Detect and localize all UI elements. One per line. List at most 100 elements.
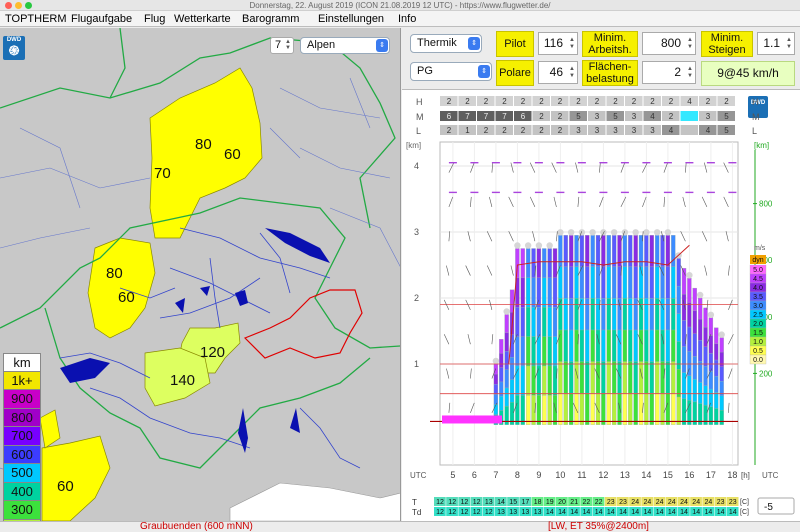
- title-bar: Donnerstag, 22. August 2019 (ICON 21.08.…: [0, 0, 800, 11]
- x-tick-label: 16: [684, 470, 694, 480]
- spinner-arrows-icon[interactable]: ▲ ▼: [687, 66, 693, 79]
- menu-einstellungen[interactable]: Einstellungen: [318, 13, 385, 25]
- emagram-panel[interactable]: DWD H H 2 2 2 2 2 2 2 2 2 2 2 2 2 4 2 2 M M 6 7 7 7 6 2 2 5 3 5 3 4 2 3 5 L L…: [402, 89, 800, 522]
- min-work-height-button[interactable]: Minim. Arbeitsh.: [582, 31, 638, 57]
- day-spinner[interactable]: 7 ▲ ▼: [270, 37, 294, 54]
- thermal-bar: [499, 367, 504, 383]
- min-climb-input[interactable]: 1.1 ▲ ▼: [757, 32, 795, 55]
- glider-select[interactable]: PG ⇕: [410, 62, 492, 81]
- thermal-bar: [509, 379, 515, 403]
- thermal-bar: [649, 361, 654, 394]
- wind-barb: [556, 231, 558, 242]
- climb-legend-label: 4.5: [753, 276, 763, 283]
- cloud-cell: [551, 125, 569, 135]
- thermal-bar: [692, 287, 697, 312]
- cloud-row-label: L: [416, 126, 421, 136]
- thermal-bar: [509, 357, 515, 380]
- min-work-height-input[interactable]: 800 ▲ ▼: [642, 32, 696, 55]
- polar-input[interactable]: 46 ▲ ▼: [538, 61, 578, 84]
- pilot-input[interactable]: 116 ▲ ▼: [538, 32, 578, 55]
- thermal-bar: [611, 392, 617, 425]
- mode-select[interactable]: Thermik ⇕: [410, 34, 482, 53]
- map-panel[interactable]: DWD ֍ 7 ▲ ▼ Alpen ⇕ 80 60 70 80 60 120 14…: [0, 28, 401, 521]
- cloud-base-dot: [610, 229, 618, 236]
- thermal-bar: [526, 395, 531, 425]
- thermal-bar: [601, 329, 606, 362]
- thermal-bar: [547, 248, 552, 279]
- wind-barb: [489, 299, 493, 310]
- cloud-cell-value: 2: [502, 97, 507, 106]
- thermal-bar: [574, 329, 579, 362]
- area-label: 60: [224, 146, 241, 163]
- wind-barb: [513, 334, 518, 345]
- zoom-window-icon[interactable]: [25, 2, 32, 9]
- thermal-bar: [649, 392, 654, 425]
- dewpoint-cell-value: 14: [705, 509, 713, 516]
- dewpoint-cell: [604, 507, 617, 516]
- cloud-base-dot: [632, 229, 639, 236]
- temp-cell: [434, 497, 446, 506]
- thermal-bar: [531, 307, 536, 337]
- thermal-bar: [563, 329, 568, 362]
- dewpoint-cell-value: 12: [485, 509, 493, 516]
- thermal-bar: [628, 392, 633, 425]
- minimize-window-icon[interactable]: [15, 2, 22, 9]
- menu-flugaufgabe[interactable]: Flugaufgabe: [71, 13, 133, 25]
- wind-barb: [658, 299, 665, 311]
- thermal-bar: [601, 235, 606, 268]
- cloud-cell: [606, 111, 624, 121]
- menu-wetterkarte[interactable]: Wetterkarte: [174, 13, 231, 25]
- close-window-icon[interactable]: [5, 2, 12, 9]
- cloud-cell-value: 2: [669, 112, 674, 121]
- spinner-arrows-icon[interactable]: ▲ ▼: [569, 66, 575, 79]
- thermal-bar: [622, 298, 628, 331]
- thermal-bar: [638, 392, 644, 425]
- spinner-arrows-icon[interactable]: ▲ ▼: [786, 37, 792, 50]
- wing-load-button[interactable]: Flächen- belastung: [582, 60, 638, 86]
- wind-barb: [637, 299, 643, 311]
- x-tick-label: 10: [555, 470, 565, 480]
- thermal-bar: [558, 361, 563, 394]
- thermal-bar: [552, 365, 558, 396]
- wing-load-input[interactable]: 2 ▲ ▼: [642, 61, 696, 84]
- wind-barb: [725, 231, 729, 242]
- x-tick-label: 14: [641, 470, 651, 480]
- wind-barb: [575, 368, 579, 379]
- temp-cell-value: 13: [485, 499, 493, 506]
- thermal-bar: [703, 405, 708, 425]
- min-climb-button[interactable]: Minim. Steigen: [701, 31, 753, 57]
- thermal-bar: [547, 336, 552, 367]
- offset-spinner[interactable]: [757, 497, 795, 515]
- temp-cell-value: 23: [607, 499, 615, 506]
- pilot-button[interactable]: Pilot: [496, 31, 534, 57]
- cloud-cell-value: 7: [465, 112, 470, 121]
- polar-label: Polare: [499, 67, 531, 79]
- thermal-bar: [520, 336, 525, 367]
- temp-cell-value: 24: [680, 499, 688, 506]
- menu-info[interactable]: Info: [398, 13, 417, 25]
- window-title: Donnerstag, 22. August 2019 (ICON 21.08.…: [249, 1, 551, 10]
- thermal-bar: [687, 400, 692, 425]
- spinner-arrows-icon[interactable]: ▲ ▼: [285, 39, 291, 51]
- menu-toptherm[interactable]: TOPTHERM: [5, 13, 67, 25]
- spinner-arrows-icon[interactable]: ▲ ▼: [687, 37, 693, 50]
- cloud-cell-value: 2: [613, 97, 618, 106]
- thermal-bar: [590, 298, 595, 331]
- map-canvas[interactable]: [0, 28, 401, 521]
- menu-flug[interactable]: Flug: [144, 13, 166, 25]
- region-select[interactable]: Alpen ⇕: [300, 37, 390, 54]
- thermal-bar: [579, 329, 585, 362]
- wind-barb: [577, 265, 584, 276]
- thermal-bar: [547, 395, 552, 425]
- thermal-bar: [595, 329, 601, 362]
- thermal-bar: [703, 385, 708, 406]
- x-tick-label: 15: [663, 470, 673, 480]
- selected-region-outline[interactable]: [243, 289, 363, 359]
- menu-barogramm[interactable]: Barogramm: [242, 13, 300, 25]
- spinner-arrows-icon[interactable]: ▲ ▼: [569, 37, 575, 50]
- day-value: 7: [275, 39, 282, 51]
- polar-button[interactable]: Polare: [496, 60, 534, 86]
- thermal-bar: [590, 266, 595, 299]
- temp-cell-value: 24: [631, 499, 639, 506]
